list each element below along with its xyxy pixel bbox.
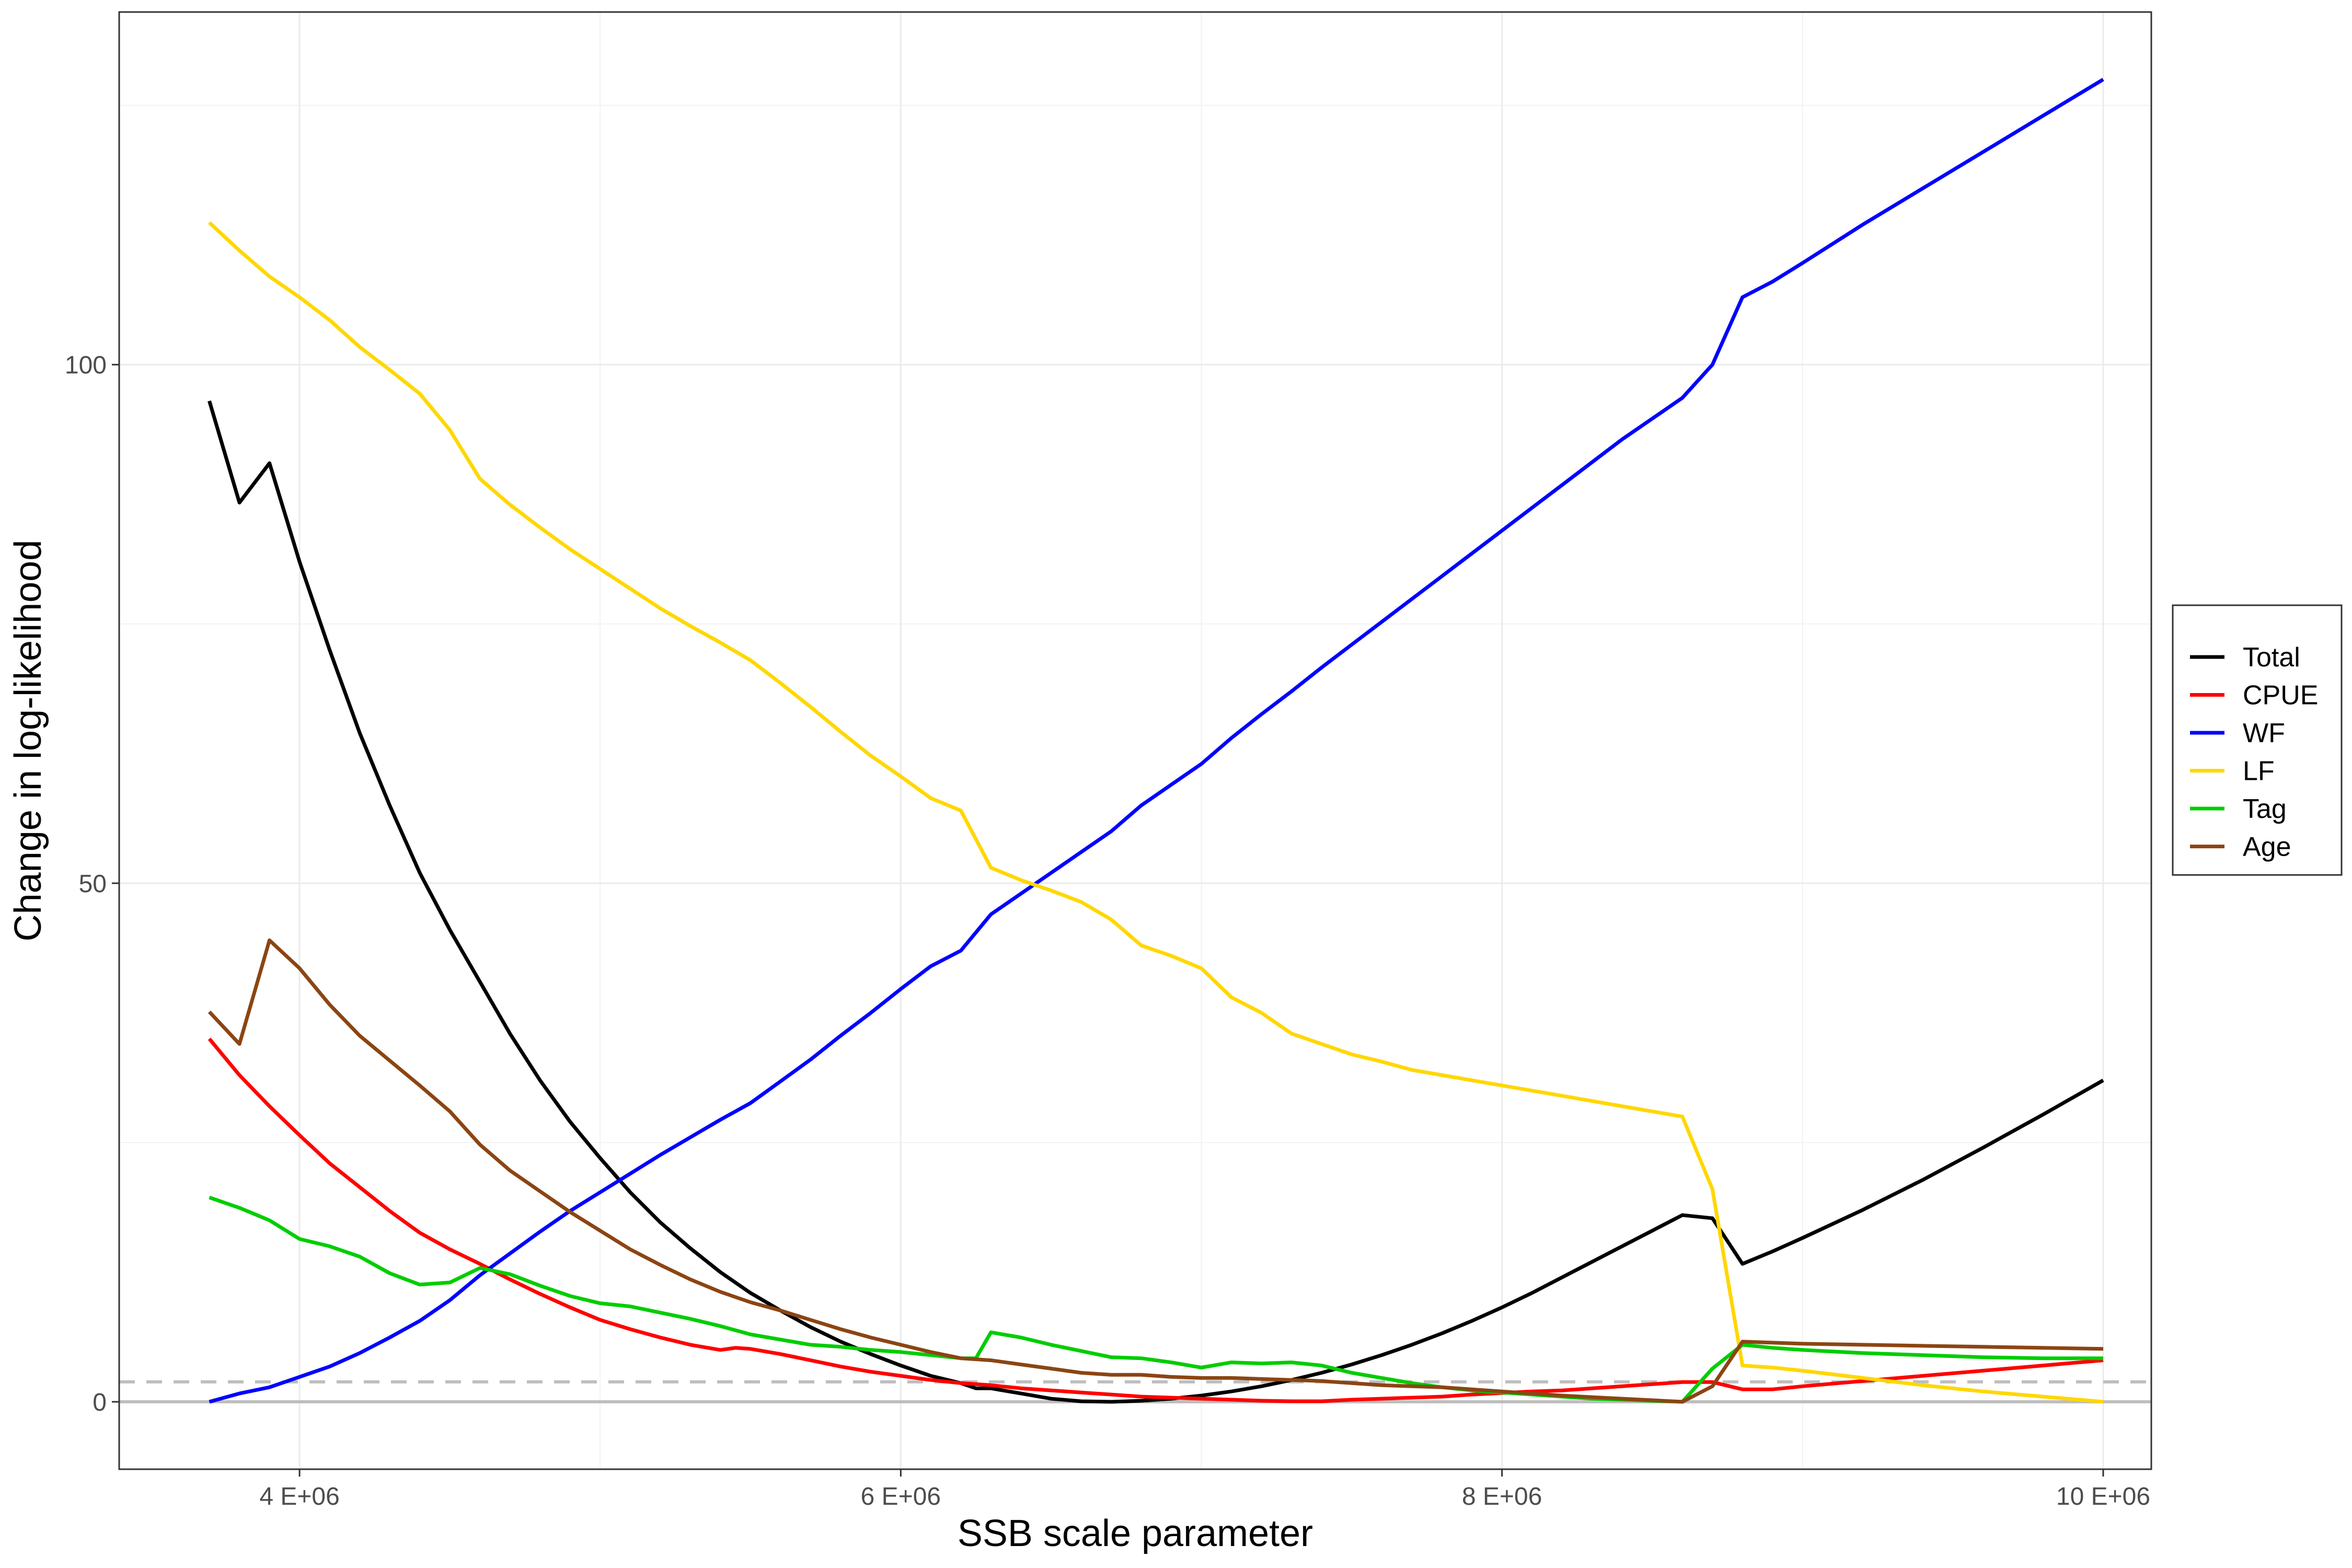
plot-panel-border	[118, 11, 2152, 1470]
series-line-age	[207, 938, 2104, 1404]
y-tick-label: 100	[65, 352, 107, 379]
legend-label-wf: WF	[2243, 718, 2285, 748]
x-tick-label: 10 E+06	[2056, 1483, 2150, 1511]
series-line-wf	[209, 78, 2104, 1404]
series-lines	[207, 78, 2104, 1404]
x-axis-ticks: 4 E+06 6 E+06 8 E+06 10 E+06	[259, 1469, 2150, 1511]
legend-label-age: Age	[2243, 832, 2291, 862]
legend-label-lf: LF	[2243, 756, 2275, 787]
y-tick-label: 0	[93, 1389, 107, 1416]
x-axis-title: SSB scale parameter	[958, 1513, 1313, 1554]
x-tick-label: 8 E+06	[1462, 1483, 1542, 1511]
legend-box	[2172, 604, 2343, 876]
legend-label-cpue: CPUE	[2243, 681, 2318, 711]
x-tick-label: 6 E+06	[861, 1483, 941, 1511]
series-line-total	[207, 400, 2104, 1404]
series-line-cpue	[207, 1037, 2104, 1403]
y-tick-label: 50	[79, 870, 107, 898]
x-tick-label: 4 E+06	[259, 1483, 339, 1511]
legend: Total CPUE WF LF Tag Age	[2172, 604, 2343, 876]
legend-label-tag: Tag	[2243, 794, 2287, 824]
series-line-lf	[208, 221, 2104, 1404]
y-axis-ticks: 0 50 100	[65, 352, 119, 1416]
legend-label-total: Total	[2243, 642, 2300, 673]
y-axis-title: Change in log-likelihood	[7, 540, 49, 942]
